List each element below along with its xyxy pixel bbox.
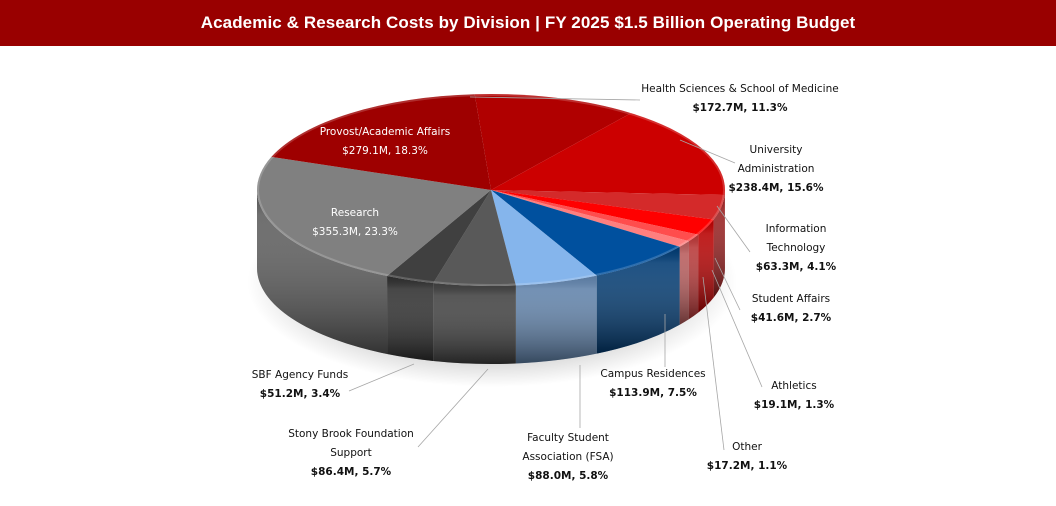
data-label-information-technology: Information Technology $63.3M, 4.1% [756,223,837,273]
slice-labels: Health Sciences & School of Medicine $172… [252,83,839,482]
pie-side-shading [596,246,680,354]
slice-name-label: Health Sciences & School of Medicine [641,83,838,95]
slice-name-label: Administration [738,163,815,175]
slice-name-label: Research [331,207,379,219]
data-label-provost-academic-affairs: Provost/Academic Affairs $279.1M, 18.3% [320,126,451,157]
pie-side-shading [688,234,699,320]
data-label-stony-brook-foundation-support: Stony Brook Foundation Support $86.4M, 5.7… [288,428,414,478]
data-label-campus-residences: Campus Residences $113.9M, 7.5% [600,368,705,399]
slice-name-label: University [750,144,803,156]
pie-side-shading [515,275,597,364]
slice-name-label: Information [766,223,827,235]
pie-slice-health-sciences-school-of-medicine[interactable] [474,94,631,190]
leader-line-stony-brook-foundation-support [417,368,489,448]
chart-title: Academic & Research Costs by Division | … [200,13,856,32]
data-label-athletics: Athletics $19.1M, 1.3% [754,380,835,411]
pie-side-shading [698,219,714,313]
data-label-other: Other $17.2M, 1.1% [707,441,788,472]
leader-line-information-technology [716,205,751,253]
slice-value-label: $19.1M, 1.3% [754,399,835,411]
slice-name-label: Other [732,441,762,453]
slice-name-label: Campus Residences [600,368,705,380]
leader-lines [348,96,763,451]
data-label-health-sciences-school-of-medicine: Health Sciences & School of Medicine $172… [641,83,838,114]
slice-name-label: SBF Agency Funds [252,369,348,381]
pie-rim-highlight [257,94,725,286]
leader-line-other [702,276,725,451]
pie-top-faces [257,94,725,287]
pie-side-shading [433,283,516,364]
slice-name-label: Association (FSA) [522,451,613,463]
slice-value-label: $41.6M, 2.7% [751,312,832,324]
leader-line-student-affairs [714,257,741,311]
pie-slice-student-affairs[interactable] [491,190,714,235]
slice-name-label: Athletics [771,380,816,392]
leader-line-health-sciences-school-of-medicine [469,96,641,101]
slice-value-label: $279.1M, 18.3% [342,145,428,157]
slice-value-label: $17.2M, 1.1% [707,460,788,472]
leader-line-university-administration [679,139,736,164]
slice-value-label: $113.9M, 7.5% [609,387,697,399]
pie-slice-athletics[interactable] [491,190,699,242]
chart-title-bar: Academic & Research Costs by Division | … [0,0,1056,46]
pie-slice-faculty-student-association-fsa[interactable] [491,190,597,286]
pie-slice-information-technology[interactable] [491,190,725,220]
pie-side-shading [679,241,689,325]
slice-value-label: $86.4M, 5.7% [311,466,392,478]
data-label-university-administration: University Administration $238.4M, 15.6% [728,144,824,194]
slice-name-label: Support [330,447,372,459]
pie-slice-research[interactable] [257,156,491,277]
slice-name-label: Faculty Student [527,432,609,444]
data-label-faculty-student-association-fsa: Faculty Student Association (FSA) $88.0M, … [522,432,613,482]
pie-side-shading [257,190,388,355]
slice-value-label: $88.0M, 5.8% [528,470,609,482]
slice-value-label: $51.2M, 3.4% [260,388,341,400]
pie-slice-university-administration[interactable] [491,113,725,195]
data-label-student-affairs: Student Affairs $41.6M, 2.7% [751,293,832,324]
slice-name-label: Stony Brook Foundation [288,428,414,440]
slice-name-label: Provost/Academic Affairs [320,126,451,138]
data-label-sbf-agency-funds: SBF Agency Funds $51.2M, 3.4% [252,369,348,400]
pie-slice-other[interactable] [491,190,689,247]
slice-name-label: Technology [766,242,826,254]
slice-value-label: $63.3M, 4.1% [756,261,837,273]
data-label-research: Research $355.3M, 23.3% [312,207,398,238]
pie-slice-campus-residences[interactable] [491,190,680,276]
leader-line-athletics [711,269,763,388]
slice-value-label: $172.7M, 11.3% [692,102,788,114]
pie-slice-sbf-agency-funds[interactable] [387,190,491,284]
leader-line-sbf-agency-funds [348,363,415,392]
slice-value-label: $238.4M, 15.6% [728,182,824,194]
pie-slice-provost-academic-affairs[interactable] [271,94,491,190]
slice-value-label: $355.3M, 23.3% [312,226,398,238]
pie-side-shading [387,276,434,362]
pie-slice-stony-brook-foundation-support[interactable] [433,190,516,287]
slice-name-label: Student Affairs [752,293,830,305]
